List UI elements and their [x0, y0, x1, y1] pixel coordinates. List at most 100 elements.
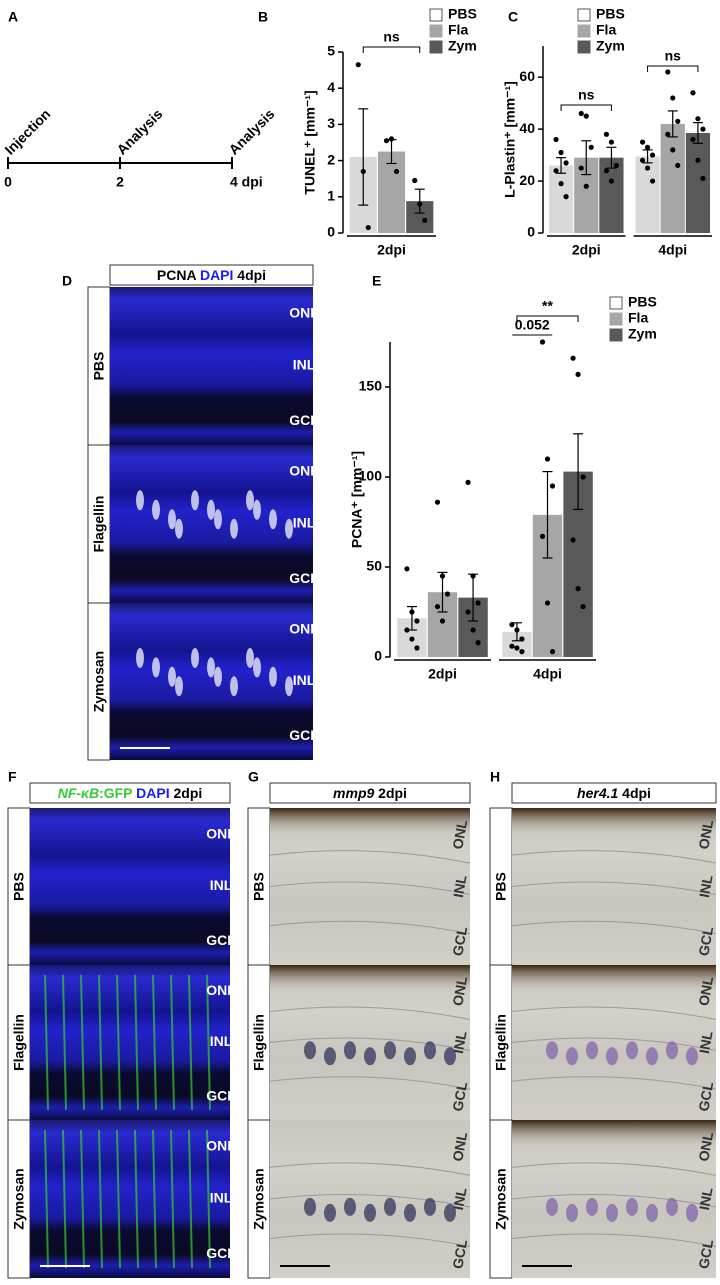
data-point	[422, 217, 428, 223]
row-label: Flagellin	[251, 1014, 267, 1071]
data-point	[578, 110, 584, 117]
data-point	[434, 499, 441, 505]
data-point	[665, 69, 671, 75]
legend-swatch	[429, 40, 443, 54]
error-bar	[573, 433, 584, 510]
data-point	[675, 162, 681, 169]
error-bar	[437, 571, 448, 613]
stained-cell	[666, 1197, 678, 1216]
labeled-cell	[269, 666, 277, 687]
tissue-boundary	[511, 1037, 717, 1051]
layer-label: INL	[696, 1186, 716, 1211]
tissue-boundary	[511, 1233, 717, 1247]
layer-label: GCL	[289, 727, 319, 743]
layer-label: INL	[696, 1029, 716, 1054]
data-point	[583, 183, 589, 189]
tissue-boundary	[269, 1162, 471, 1176]
header-part: her4.1	[577, 785, 618, 801]
data-point	[578, 165, 584, 171]
tissue-boundary	[269, 1076, 471, 1090]
labeled-cell	[191, 647, 199, 668]
data-point	[608, 139, 615, 145]
data-point	[412, 177, 418, 184]
data-point	[388, 136, 395, 142]
stained-cell	[546, 1197, 558, 1216]
layer-label: ONL	[289, 620, 319, 636]
labeled-cell	[168, 666, 176, 687]
tissue-boundary	[511, 1162, 717, 1176]
layer-label: INL	[210, 1190, 233, 1206]
data-point	[613, 162, 620, 169]
significance-label: ns	[665, 48, 682, 64]
row-label: Flagellin	[91, 496, 107, 553]
panel-header: her4.1 4dpi	[577, 785, 651, 801]
layer-label: INL	[696, 873, 716, 898]
stained-cell	[364, 1047, 376, 1066]
panel-header: mmp9 2dpi	[333, 785, 407, 801]
panel-label: H	[490, 769, 500, 785]
tissue-boundary	[269, 1194, 471, 1208]
data-point	[439, 573, 446, 579]
layer-label: GCL	[695, 1238, 716, 1270]
data-point	[690, 90, 696, 96]
y-axis-label: L-Plastin⁺ [mm⁻¹]	[502, 81, 518, 198]
layer-label: GCL	[695, 1080, 716, 1112]
timeline-event: Analysis	[113, 106, 165, 158]
layer-label: GCL	[695, 925, 716, 957]
header-part: 2dpi	[174, 785, 203, 801]
data-point	[539, 339, 546, 345]
data-point	[544, 456, 551, 462]
data-point	[509, 622, 515, 628]
stained-cell	[364, 1203, 376, 1222]
layer-label: INL	[450, 873, 470, 898]
legend-label: Fla	[596, 22, 616, 38]
tissue-boundary	[511, 1006, 717, 1020]
panel-label: D	[62, 273, 72, 289]
tissue-boundary	[269, 850, 471, 864]
tissue-boundary	[511, 881, 717, 895]
row-label: Zymosan	[91, 651, 107, 712]
labeled-cell	[191, 490, 199, 511]
y-tick-label: 2	[327, 151, 335, 167]
layer-label: INL	[293, 515, 316, 531]
labeled-cell	[175, 518, 183, 539]
data-point	[355, 62, 361, 68]
labeled-cell	[253, 499, 261, 520]
x-tick-label: 2dpi	[377, 242, 406, 258]
data-point	[639, 139, 646, 145]
layer-label: GCL	[206, 1245, 236, 1261]
significance-bracket	[362, 46, 421, 53]
micrograph-image	[30, 965, 230, 1120]
data-point	[417, 201, 423, 207]
data-point	[649, 152, 656, 158]
panel-header-box	[511, 782, 717, 804]
layer-label: ONL	[206, 1138, 236, 1154]
bar	[660, 123, 685, 233]
glia-process	[116, 1129, 121, 1269]
stained-cell	[404, 1047, 416, 1066]
layer-label: GCL	[449, 925, 470, 957]
significance-label: ns	[383, 29, 400, 45]
panel-label: F	[8, 769, 17, 785]
row-label: Zymosan	[251, 1168, 267, 1229]
row-label: PBS	[493, 872, 509, 901]
glia-process	[62, 974, 67, 1111]
error-bar	[556, 157, 567, 174]
panel-header: NF-κB:GFP DAPI 2dpi	[58, 785, 203, 801]
data-point	[514, 627, 520, 633]
layer-label: INL	[293, 672, 316, 688]
data-point	[409, 609, 415, 615]
stained-cell	[344, 1041, 356, 1060]
glia-process	[170, 1129, 175, 1269]
tissue-boundary	[269, 1037, 471, 1051]
glia-process	[80, 1129, 85, 1269]
labeled-cell	[246, 647, 254, 668]
y-tick-label: 60	[519, 68, 535, 84]
stained-cell	[444, 1203, 456, 1222]
data-point	[558, 181, 564, 187]
glia-process	[170, 974, 175, 1111]
stained-cell	[424, 1197, 436, 1216]
layer-label: ONL	[449, 1130, 470, 1162]
micrograph-image	[30, 808, 230, 965]
